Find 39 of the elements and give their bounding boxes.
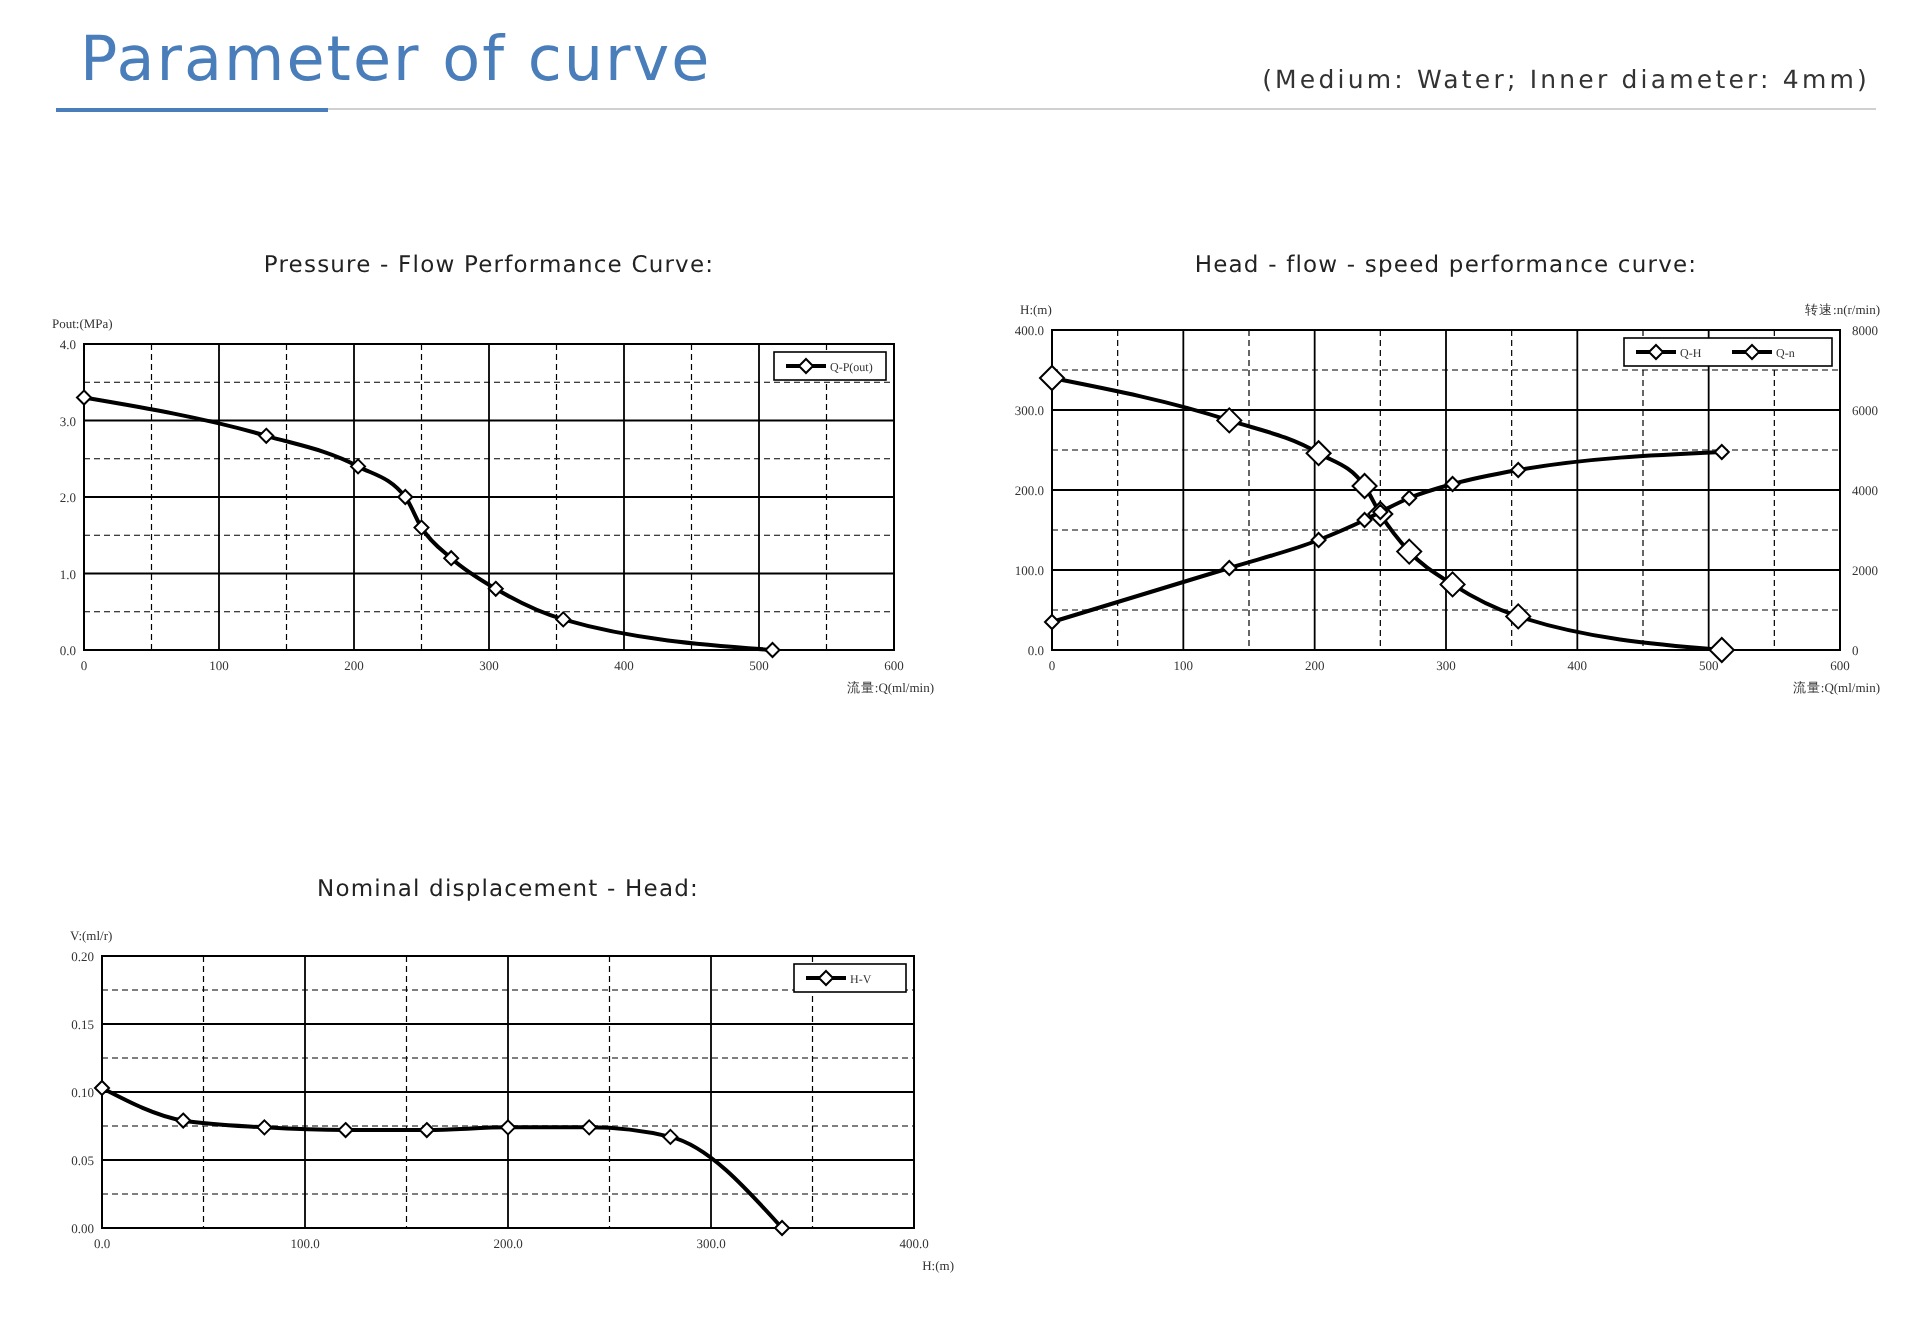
point (1505, 603, 1532, 630)
point (1396, 538, 1423, 565)
point (1305, 440, 1332, 467)
text: (Medium: Water; Inner diameter: 4mm) (1262, 64, 1870, 94)
point (337, 1122, 354, 1139)
point (1216, 407, 1243, 434)
point (1310, 532, 1327, 548)
point (1510, 462, 1527, 478)
point (774, 1220, 791, 1236)
point (1439, 571, 1466, 598)
point (555, 611, 572, 628)
point (258, 427, 275, 444)
point (764, 642, 781, 658)
chart-title: Pressure - Flow Performance Curve: (263, 250, 715, 278)
chart-title: Head - flow - speed performance curve: (1194, 250, 1698, 278)
point (662, 1128, 679, 1145)
point (76, 389, 92, 406)
chart-title: Nominal displacement - Head: (317, 874, 699, 902)
point (413, 519, 430, 536)
text: Parameter of curve (80, 24, 712, 96)
point (256, 1119, 273, 1136)
point (487, 580, 504, 597)
point (175, 1112, 192, 1129)
point (581, 1119, 598, 1136)
point (1444, 476, 1461, 492)
point (94, 1079, 110, 1096)
point (1221, 560, 1238, 576)
point (1351, 473, 1378, 499)
point (397, 489, 414, 505)
point (1713, 444, 1730, 460)
point (1044, 614, 1060, 630)
point (500, 1119, 516, 1136)
point (418, 1122, 435, 1139)
point (1401, 490, 1418, 506)
point (1708, 637, 1735, 663)
point (1039, 365, 1065, 391)
point (350, 458, 367, 475)
point (443, 550, 460, 567)
point (1356, 512, 1373, 528)
